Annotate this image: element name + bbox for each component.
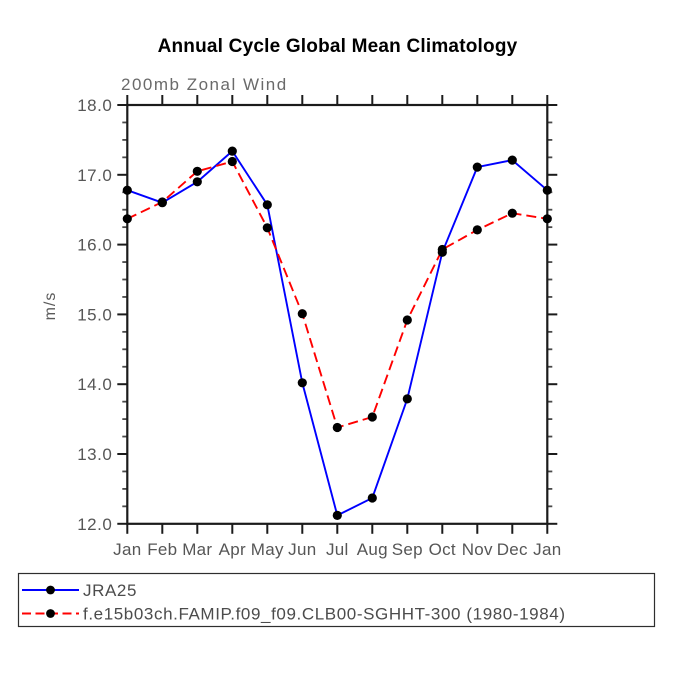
data-point-marker-series-1 [507, 208, 517, 218]
y-tick-label: 18.0 [77, 96, 112, 115]
data-point-marker-series-1 [542, 214, 552, 224]
legend-label-0: JRA25 [83, 581, 137, 600]
chart-title: Annual Cycle Global Mean Climatology [157, 36, 518, 57]
x-tick-label: Jun [288, 540, 316, 559]
x-tick-label: Mar [182, 540, 212, 559]
data-point-marker-series-1 [227, 156, 237, 167]
y-tick-label: 15.0 [77, 305, 112, 324]
x-tick-label: May [251, 540, 284, 559]
series-line-1 [126, 160, 548, 429]
data-point-marker-series-1 [472, 225, 482, 235]
data-point-marker-series-0 [472, 162, 482, 172]
data-point-marker-series-0 [297, 378, 307, 388]
axis-frame [126, 103, 549, 525]
x-tick-label: Jan [533, 540, 561, 559]
legend-marker-0 [46, 585, 55, 595]
data-point-marker-series-1 [157, 197, 167, 207]
x-tick-label: Jan [113, 540, 141, 559]
x-tick-label: Sep [392, 540, 423, 559]
data-point-marker-series-0 [332, 510, 342, 520]
data-point-marker-series-0 [192, 177, 202, 187]
chart-subtitle: 200mb Zonal Wind [121, 75, 288, 94]
y-tick-label: 14.0 [77, 375, 112, 394]
legend-marker-1 [46, 609, 55, 618]
y-tick-label: 17.0 [77, 166, 112, 185]
data-point-marker-series-1 [332, 422, 342, 433]
y-axis-title: m/s [42, 291, 59, 321]
data-point-marker-series-1 [367, 412, 377, 422]
x-tick-label: Aug [357, 540, 388, 559]
data-point-marker-series-1 [297, 309, 307, 319]
data-point-marker-series-0 [367, 493, 377, 503]
data-point-marker-series-0 [542, 185, 552, 195]
data-point-marker-series-0 [122, 185, 132, 195]
data-point-marker-series-1 [192, 166, 202, 176]
data-point-marker-series-0 [227, 146, 237, 156]
y-tick-label: 12.0 [77, 515, 112, 534]
data-point-marker-series-1 [437, 244, 447, 255]
data-point-marker-series-1 [262, 223, 272, 233]
data-point-marker-series-0 [262, 200, 272, 210]
x-tick-label: Nov [462, 540, 493, 559]
x-tick-label: Dec [497, 540, 528, 559]
y-tick-label: 16.0 [77, 236, 112, 255]
legend-box [17, 572, 656, 628]
series-line-0 [126, 149, 548, 517]
data-point-marker-series-1 [122, 214, 132, 224]
x-tick-label: Oct [429, 540, 456, 559]
x-tick-label: Feb [147, 540, 177, 559]
data-point-marker-series-0 [507, 155, 517, 165]
legend-label-1: f.e15b03ch.FAMIP.f09_f09.CLB00-SGHHT-300… [83, 605, 566, 624]
y-tick-label: 13.0 [77, 445, 112, 464]
data-point-marker-series-1 [402, 315, 412, 325]
data-point-marker-series-0 [402, 394, 412, 404]
x-tick-label: Jul [326, 540, 349, 559]
x-tick-label: Apr [219, 540, 246, 559]
